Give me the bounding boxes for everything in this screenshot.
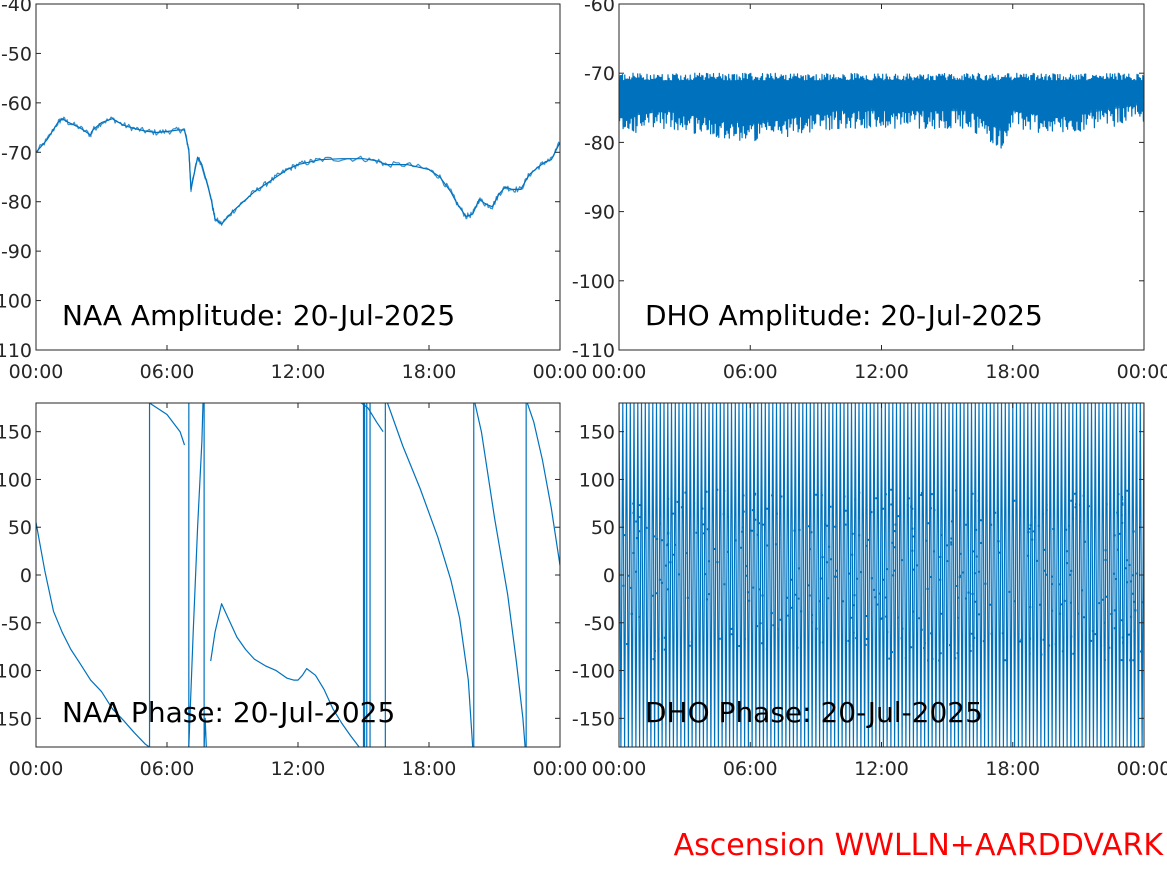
naa-phase-series-segment: [386, 403, 474, 747]
naa-phase-y-tick-label: -150: [0, 708, 32, 730]
naa-phase-y-tick-label: -50: [1, 613, 32, 635]
naa-amplitude-x-tick-label: 00:00: [9, 361, 64, 383]
dho-phase-y-tick-label: 0: [603, 565, 615, 587]
naa-phase-panel: 150 100 50 0 -50 -100 -150 00:00 06:00 12:00 18:00…: [0, 402, 588, 780]
naa-phase-title: NAA Phase: 20-Jul-2025: [62, 696, 395, 729]
dho-amplitude-x-tick-label: 00:00: [592, 361, 647, 383]
dho-phase-x-tick-label: 18:00: [985, 758, 1040, 780]
dho-amplitude-y-tick-label: -80: [584, 132, 615, 154]
naa-phase-series-segment: [210, 603, 360, 747]
naa-amplitude-x-tick-label: 00:00: [533, 361, 588, 383]
naa-amplitude-y-tick-label: -70: [1, 142, 32, 164]
naa-phase-x-tick-label: 06:00: [140, 758, 195, 780]
naa-phase-x-tick-label: 12:00: [271, 758, 326, 780]
naa-amplitude-series-line: [36, 118, 560, 225]
dho-amplitude-y-tick-label: -60: [584, 0, 615, 16]
dho-phase-x-tick-label: 00:00: [1117, 758, 1167, 780]
dho-phase-y-tick-label: 50: [591, 517, 615, 539]
dho-phase-y-tick-label: -50: [584, 613, 615, 635]
naa-phase-x-tick-label: 00:00: [533, 758, 588, 780]
dho-phase-panel: 150 100 50 0 -50 -100 -150 00:00 06:00 12:00 18:00…: [572, 402, 1167, 780]
dho-amplitude-x-tick-label: 18:00: [985, 361, 1040, 383]
naa-amplitude-x-tick-label: 12:00: [271, 361, 326, 383]
naa-amplitude-y-tick-label: -50: [1, 43, 32, 65]
naa-phase-series-segment: [149, 403, 186, 446]
dho-amplitude-title: DHO Amplitude: 20-Jul-2025: [645, 299, 1043, 332]
dho-phase-series-dots: [622, 488, 1144, 662]
dho-phase-x-tick-label: 00:00: [592, 758, 647, 780]
naa-amplitude-panel: -40-50-60-70-80-90-100-11000:0006:0012:0…: [0, 0, 587, 383]
dho-amplitude-x-tick-label: 12:00: [854, 361, 909, 383]
naa-amplitude-x-tick-label: 06:00: [140, 361, 195, 383]
naa-phase-x-tick-label: 00:00: [9, 758, 64, 780]
dho-amplitude-series-band-core: [619, 80, 1144, 132]
dho-phase-y-tick-label: 100: [579, 469, 615, 491]
dho-amplitude-plot-area: [619, 72, 1144, 149]
dho-phase-plot-area: [619, 403, 1144, 747]
dho-phase-x-tick-label: 06:00: [723, 758, 778, 780]
naa-phase-series-segment: [474, 403, 526, 747]
dho-phase-title: DHO Phase: 20-Jul-2025: [645, 696, 983, 729]
dho-amplitude-x-tick-label: 00:00: [1117, 361, 1167, 383]
naa-phase-y-tick-label: 150: [0, 422, 32, 444]
dho-phase-y-tick-label: -100: [572, 661, 615, 683]
naa-phase-plot-area: [36, 403, 560, 747]
naa-amplitude-title: NAA Amplitude: 20-Jul-2025: [62, 299, 455, 332]
naa-phase-y-tick-label: -100: [0, 661, 32, 683]
station-footer-label: Ascension WWLLN+AARDDVARK: [674, 828, 1165, 863]
naa-amplitude-y-tick-label: -40: [1, 0, 32, 16]
naa-amplitude-y-tick-label: -110: [0, 340, 32, 362]
naa-phase-series-segment: [188, 403, 204, 747]
naa-amplitude-y-tick-label: -90: [1, 241, 32, 263]
dho-amplitude-y-tick-label: -100: [572, 271, 615, 293]
naa-amplitude-y-tick-label: -80: [1, 192, 32, 214]
dho-amplitude-x-tick-label: 06:00: [723, 361, 778, 383]
naa-phase-y-tick-label: 100: [0, 469, 32, 491]
naa-amplitude-plot-area: [36, 116, 560, 226]
naa-phase-series-segment: [36, 522, 150, 747]
naa-phase-series-segment: [526, 403, 560, 566]
naa-phase-y-tick-label: 50: [8, 517, 32, 539]
naa-amplitude-y-tick-label: -100: [0, 291, 32, 313]
dho-amplitude-y-tick-label: -90: [584, 202, 615, 224]
dho-amplitude-y-tick-label: -70: [584, 63, 615, 85]
naa-phase-y-tick-label: 0: [20, 565, 32, 587]
dho-phase-x-tick-label: 12:00: [854, 758, 909, 780]
dho-phase-y-tick-label: -150: [572, 708, 615, 730]
naa-amplitude-x-tick-label: 18:00: [402, 361, 457, 383]
naa-amplitude-y-tick-label: -60: [1, 93, 32, 115]
naa-amplitude-series-noise: [36, 116, 560, 226]
dho-amplitude-y-tick-label: -110: [572, 340, 615, 362]
dho-phase-y-tick-label: 150: [579, 422, 615, 444]
naa-phase-x-tick-label: 18:00: [402, 758, 457, 780]
